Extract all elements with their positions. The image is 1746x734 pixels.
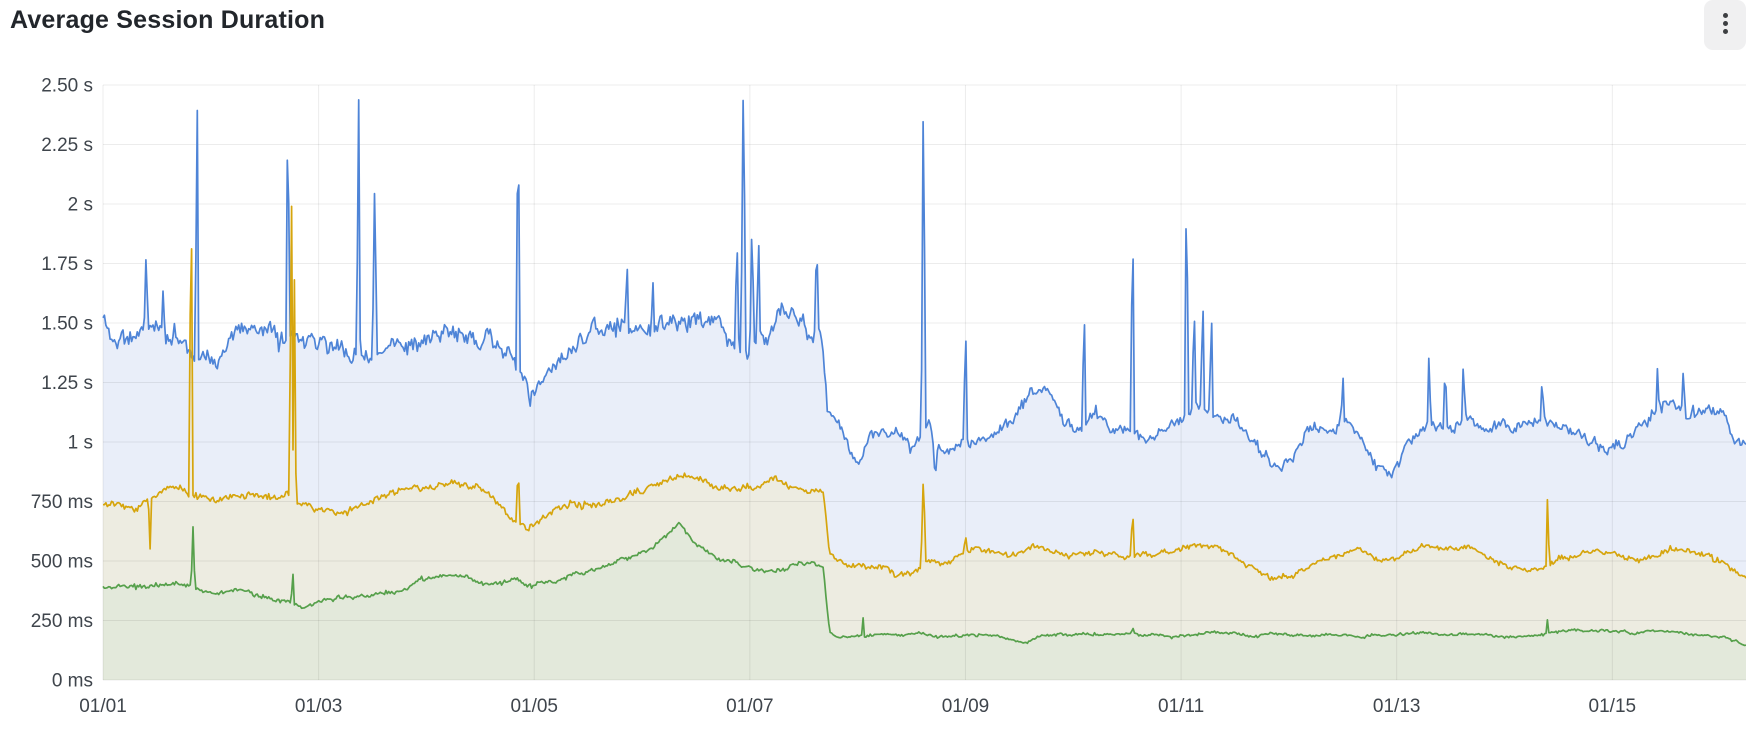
axis-labels: 0 ms 250 ms 500 ms 750 ms 1 s 1.25 s 1.50 s 1.7… (31, 76, 1636, 718)
series-line-green (102, 521, 1746, 647)
kebab-vertical-icon (1722, 11, 1728, 35)
y-tick-label: 750 ms (31, 492, 93, 513)
series-area-green (103, 522, 1746, 680)
x-tick-label: 01/13 (1373, 696, 1421, 717)
y-tick-label: 1.25 s (41, 373, 93, 394)
panel-header: Average Session Duration (0, 0, 1746, 52)
y-tick-label: 2.25 s (41, 135, 93, 156)
x-tick-label: 01/05 (510, 696, 558, 717)
y-tick-label: 2 s (68, 195, 93, 216)
x-tick-label: 01/07 (726, 696, 774, 717)
y-tick-label: 1.75 s (41, 254, 93, 275)
x-tick-label: 01/01 (79, 696, 127, 717)
series-lines (102, 99, 1746, 647)
series-area-yellow (103, 206, 1746, 681)
x-tick-label: 01/11 (1158, 696, 1204, 717)
y-tick-label: 2.50 s (41, 76, 93, 97)
panel-menu-button[interactable] (1704, 0, 1746, 50)
x-tick-label: 01/09 (942, 696, 990, 717)
panel-title: Average Session Duration (10, 6, 326, 34)
series-line-blue (102, 99, 1746, 479)
series-fills (103, 99, 1746, 681)
y-tick-label: 0 ms (52, 671, 93, 692)
x-tick-label: 01/15 (1589, 696, 1637, 717)
gridlines (102, 84, 1746, 681)
y-tick-label: 250 ms (31, 611, 93, 632)
x-tick-label: 01/03 (295, 696, 343, 717)
y-tick-label: 500 ms (31, 552, 93, 573)
series-line-yellow (102, 205, 1746, 582)
y-tick-label: 1.50 s (41, 314, 93, 335)
y-tick-label: 1 s (68, 433, 93, 454)
